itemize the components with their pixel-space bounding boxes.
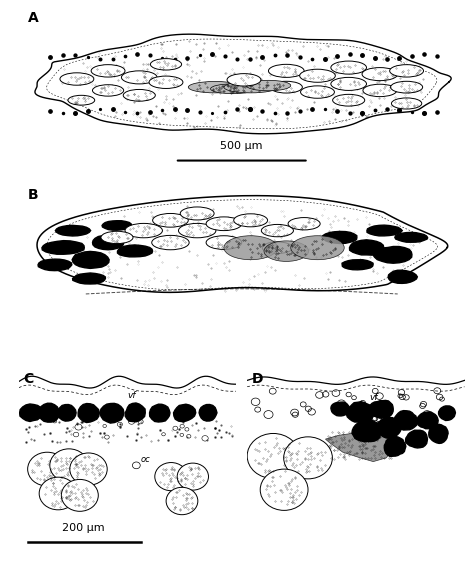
- Text: 200 μm: 200 μm: [63, 523, 105, 533]
- Circle shape: [125, 223, 163, 238]
- Polygon shape: [394, 411, 418, 430]
- Ellipse shape: [246, 80, 291, 91]
- Text: C: C: [23, 371, 34, 385]
- Polygon shape: [346, 402, 374, 423]
- Text: B: B: [28, 188, 38, 202]
- Polygon shape: [19, 404, 44, 421]
- Polygon shape: [429, 424, 448, 443]
- Circle shape: [150, 58, 182, 70]
- Circle shape: [234, 214, 268, 227]
- Polygon shape: [35, 34, 451, 134]
- Polygon shape: [125, 403, 145, 422]
- Circle shape: [155, 462, 187, 491]
- Polygon shape: [373, 246, 412, 263]
- Polygon shape: [55, 226, 91, 236]
- Circle shape: [206, 236, 242, 250]
- Polygon shape: [376, 417, 401, 438]
- Polygon shape: [100, 403, 124, 423]
- Polygon shape: [42, 241, 84, 254]
- Circle shape: [180, 207, 214, 220]
- Circle shape: [333, 94, 365, 106]
- Circle shape: [166, 488, 198, 514]
- Text: 500 μm: 500 μm: [220, 141, 263, 151]
- Circle shape: [123, 89, 155, 101]
- Polygon shape: [118, 245, 153, 257]
- Text: oc: oc: [141, 454, 150, 463]
- Polygon shape: [438, 406, 456, 421]
- Polygon shape: [331, 402, 350, 416]
- Polygon shape: [78, 403, 100, 422]
- Circle shape: [92, 85, 124, 96]
- Polygon shape: [199, 404, 217, 421]
- Circle shape: [270, 81, 302, 93]
- Polygon shape: [326, 430, 395, 462]
- Circle shape: [121, 71, 157, 84]
- Ellipse shape: [210, 84, 255, 94]
- Circle shape: [390, 65, 424, 77]
- Circle shape: [152, 236, 189, 250]
- Text: vf: vf: [369, 393, 377, 402]
- Polygon shape: [37, 196, 448, 292]
- Polygon shape: [406, 430, 428, 448]
- Polygon shape: [150, 404, 170, 422]
- Circle shape: [101, 231, 133, 243]
- Circle shape: [227, 73, 261, 86]
- Circle shape: [392, 98, 422, 109]
- Circle shape: [177, 463, 209, 490]
- Polygon shape: [367, 225, 402, 236]
- Text: A: A: [28, 11, 38, 25]
- Ellipse shape: [224, 81, 277, 93]
- Circle shape: [91, 65, 125, 77]
- Circle shape: [268, 65, 304, 77]
- Polygon shape: [417, 412, 438, 429]
- Circle shape: [331, 77, 366, 90]
- Polygon shape: [369, 401, 393, 419]
- Circle shape: [27, 452, 67, 486]
- Circle shape: [391, 81, 423, 93]
- Circle shape: [331, 61, 366, 74]
- Circle shape: [301, 86, 335, 98]
- Circle shape: [149, 76, 183, 89]
- Polygon shape: [38, 403, 60, 422]
- Text: D: D: [252, 371, 263, 385]
- Polygon shape: [73, 273, 105, 284]
- Polygon shape: [72, 251, 109, 268]
- Circle shape: [206, 217, 242, 231]
- Circle shape: [363, 84, 397, 96]
- Polygon shape: [388, 270, 417, 283]
- Circle shape: [300, 69, 335, 82]
- Circle shape: [262, 242, 292, 254]
- Ellipse shape: [224, 236, 277, 260]
- Ellipse shape: [291, 236, 344, 260]
- Circle shape: [70, 453, 107, 485]
- Circle shape: [283, 437, 332, 479]
- Polygon shape: [322, 231, 357, 243]
- Circle shape: [362, 67, 398, 81]
- Polygon shape: [342, 260, 373, 270]
- Circle shape: [50, 449, 88, 482]
- Polygon shape: [102, 220, 132, 230]
- Circle shape: [247, 434, 300, 479]
- Polygon shape: [384, 436, 406, 457]
- Circle shape: [39, 477, 77, 510]
- Circle shape: [260, 469, 308, 511]
- Circle shape: [153, 214, 188, 227]
- Polygon shape: [173, 404, 196, 422]
- Circle shape: [179, 223, 216, 238]
- Circle shape: [68, 95, 95, 105]
- Polygon shape: [38, 259, 72, 270]
- Ellipse shape: [264, 241, 309, 261]
- Circle shape: [60, 73, 94, 85]
- Circle shape: [288, 218, 320, 230]
- Polygon shape: [352, 420, 381, 442]
- Polygon shape: [92, 235, 124, 250]
- Text: vf: vf: [128, 391, 136, 400]
- Polygon shape: [395, 232, 428, 242]
- Circle shape: [61, 480, 98, 511]
- Circle shape: [261, 224, 293, 237]
- Ellipse shape: [188, 81, 242, 93]
- Polygon shape: [58, 404, 76, 421]
- Polygon shape: [349, 240, 384, 255]
